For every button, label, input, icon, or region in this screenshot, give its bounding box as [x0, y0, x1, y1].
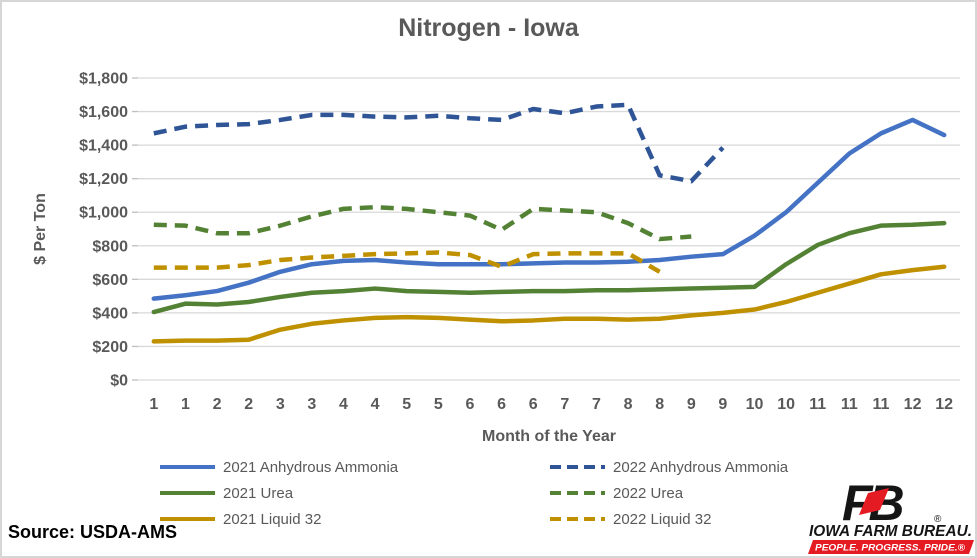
legend-line-swatch [550, 491, 605, 495]
y-tick-label: $600 [92, 272, 128, 289]
x-tick-label: 9 [687, 396, 696, 413]
legend-label: 2022 Urea [613, 484, 684, 502]
y-tick-label: $200 [92, 339, 128, 356]
x-tick-label: 10 [777, 396, 795, 413]
x-tick-label: 4 [339, 396, 348, 413]
x-tick-label: 12 [935, 396, 953, 413]
x-tick-label: 3 [307, 396, 316, 413]
x-tick-label: 7 [592, 396, 601, 413]
y-tick-label: $1,800 [79, 71, 128, 88]
x-tick-label: 8 [655, 396, 664, 413]
legend-label: 2021 Anhydrous Ammonia [223, 458, 399, 476]
x-tick-label: 5 [434, 396, 443, 413]
y-tick-label: $1,000 [79, 205, 128, 222]
logo-red-diamond [859, 488, 889, 515]
legend-label: 2021 Urea [223, 484, 294, 502]
y-tick-label: $0 [110, 373, 128, 390]
source-note: Source: USDA-AMS [8, 522, 178, 542]
x-tick-label: 4 [371, 396, 380, 413]
x-tick-label: 1 [181, 396, 190, 413]
legend-item-2021-liquid-32[interactable]: 2021 Liquid 32 [160, 506, 398, 532]
y-axis-title: $ Per Ton [32, 193, 49, 265]
logo-tagline: PEOPLE. PROGRESS. PRIDE.® [815, 543, 965, 554]
legend-line-swatch [550, 517, 605, 521]
series-line-2022-urea [153, 204, 692, 242]
legend-line-swatch [160, 491, 215, 495]
y-tick-label: $1,200 [79, 171, 128, 188]
x-tick-label: 7 [560, 396, 569, 413]
legend-item-2022-urea[interactable]: 2022 Urea [550, 480, 788, 506]
logo-registered-mark: ® [934, 514, 942, 525]
legend-column-2022: 2022 Anhydrous Ammonia 2022 Urea 2022 Li… [550, 454, 788, 532]
y-tick-label: $800 [92, 238, 128, 255]
legend-item-2021-urea[interactable]: 2021 Urea [160, 480, 398, 506]
y-tick-label: $1,400 [79, 138, 128, 155]
x-tick-label: 11 [809, 396, 826, 413]
legend-item-2022-anhydrous-ammonia[interactable]: 2022 Anhydrous Ammonia [550, 454, 788, 480]
legend-item-2021-anhydrous-ammonia[interactable]: 2021 Anhydrous Ammonia [160, 454, 398, 480]
legend-label: 2021 Liquid 32 [223, 510, 322, 528]
x-tick-label: 2 [213, 396, 222, 413]
x-tick-label: 10 [746, 396, 764, 413]
x-tick-label: 2 [244, 396, 253, 413]
series-line-2022-liquid-32 [153, 250, 661, 274]
series-line-2021-urea [151, 220, 947, 315]
x-tick-label: 6 [497, 396, 506, 413]
iowa-farm-bureau-logo: FB ® IOWA FARM BUREAU. PEOPLE. PROGRESS.… [808, 475, 974, 554]
logo-tagline-banner [808, 540, 974, 554]
x-tick-label: 5 [402, 396, 411, 413]
x-tick-label: 6 [529, 396, 538, 413]
legend-column-2021: 2021 Anhydrous Ammonia 2021 Urea 2021 Li… [160, 454, 398, 532]
legend-item-2022-liquid-32[interactable]: 2022 Liquid 32 [550, 506, 788, 532]
x-axis-title: Month of the Year [482, 428, 616, 445]
legend-line-swatch [160, 517, 215, 521]
x-tick-label: 6 [466, 396, 475, 413]
series-line-2021-anhydrous-ammonia [151, 117, 947, 301]
legend-label: 2022 Anhydrous Ammonia [613, 458, 789, 476]
x-tick-label: 1 [149, 396, 158, 413]
series-line-2021-liquid-32 [151, 264, 947, 344]
y-tick-label: $1,600 [79, 104, 128, 121]
legend-label: 2022 Liquid 32 [613, 510, 712, 528]
series-line-2022-anhydrous-ammonia [153, 102, 725, 184]
x-tick-label: 11 [873, 396, 890, 413]
y-tick-label: $400 [92, 305, 128, 322]
legend-line-swatch [160, 465, 215, 469]
legend-line-swatch [550, 465, 605, 469]
x-tick-label: 3 [276, 396, 285, 413]
x-tick-label: 11 [841, 396, 858, 413]
x-tick-label: 9 [718, 396, 727, 413]
x-tick-label: 12 [904, 396, 922, 413]
x-tick-label: 8 [624, 396, 633, 413]
logo-wordmark: IOWA FARM BUREAU. [809, 523, 972, 540]
chart-title: Nitrogen - Iowa [398, 14, 579, 42]
